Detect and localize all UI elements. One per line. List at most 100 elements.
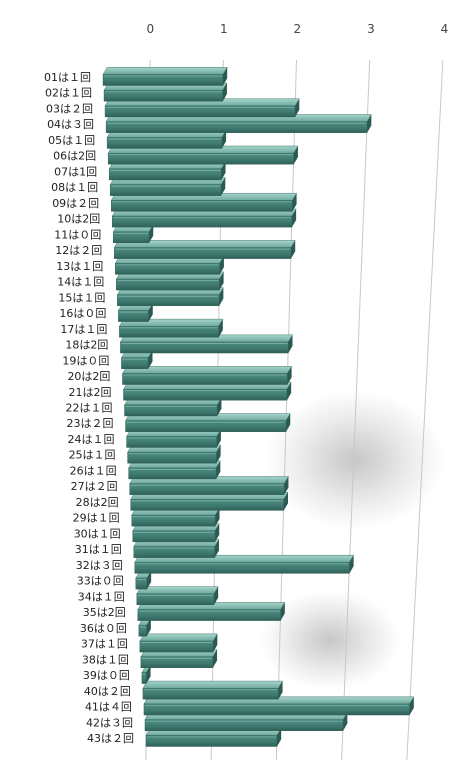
bar — [123, 381, 292, 401]
bar — [111, 208, 297, 228]
bar-end-face — [283, 492, 288, 511]
bar — [129, 476, 289, 495]
category-label: 08は１回 — [51, 181, 98, 194]
bar-end-face — [148, 350, 153, 369]
x-tick-label: 3 — [367, 22, 375, 36]
bar-end-face — [349, 555, 354, 574]
category-label: 36は０回 — [80, 622, 127, 635]
bar-end-face — [213, 633, 218, 653]
bar — [128, 460, 221, 480]
shadow-blob — [265, 390, 445, 530]
category-label: 32は３回 — [76, 559, 123, 572]
bar — [106, 130, 227, 149]
category-label: 22は１回 — [66, 402, 113, 415]
category-label: 38は１回 — [82, 653, 129, 666]
bar — [125, 413, 291, 432]
category-label: 30は１回 — [74, 527, 121, 540]
bar — [126, 429, 222, 448]
bar — [105, 114, 372, 133]
bar-top-face — [102, 67, 228, 75]
category-labels: 43は２回 42は３回 41は４回 40は２回 39は０回 38は１回 37は１回 36は０回… — [44, 71, 134, 745]
bar-end-face — [219, 256, 224, 275]
category-label: 18は2回 — [65, 339, 108, 352]
category-label: 25は１回 — [69, 449, 116, 462]
bar — [136, 586, 219, 606]
category-label: 02は１回 — [45, 87, 92, 100]
category-label: 35は2回 — [83, 606, 126, 619]
bar — [122, 366, 292, 385]
category-label: 03は２回 — [46, 102, 93, 115]
bar-end-face — [216, 429, 221, 448]
x-axis-ticks: 0 1 2 3 4 — [146, 22, 448, 36]
bar-end-face — [343, 712, 348, 731]
bar-end-face — [222, 83, 227, 102]
category-label: 11は０回 — [54, 228, 101, 241]
category-label: 33は０回 — [77, 575, 124, 588]
bar — [132, 523, 220, 543]
bar — [133, 539, 220, 558]
bar-end-face — [293, 145, 298, 165]
bar — [116, 287, 224, 307]
bar — [104, 98, 300, 118]
category-label: 28は2回 — [76, 496, 119, 509]
shadow-blob — [260, 590, 400, 690]
bar — [119, 318, 224, 338]
bar-end-face — [219, 287, 224, 306]
bar-end-face — [218, 319, 223, 338]
category-label: 42は３回 — [86, 716, 133, 729]
bar — [131, 507, 220, 527]
bar-end-face — [149, 224, 154, 243]
gridline — [341, 59, 371, 761]
category-label: 39は０回 — [83, 669, 130, 682]
bar-end-face — [295, 98, 300, 117]
category-label: 26は１回 — [70, 464, 117, 477]
bars — [102, 67, 415, 747]
bar-end-face — [286, 382, 292, 401]
bar-end-face — [215, 507, 220, 527]
category-label: 37は１回 — [81, 638, 128, 651]
category-label: 04は３回 — [47, 118, 94, 131]
category-label: 27は２回 — [71, 480, 118, 493]
bar-front-face — [105, 121, 368, 133]
bar-end-face — [215, 523, 220, 542]
bar-end-face — [216, 460, 221, 479]
category-label: 34は１回 — [78, 590, 125, 603]
bar-end-face — [146, 570, 152, 590]
bar-front-face — [127, 452, 217, 464]
gridline — [275, 59, 297, 761]
bar — [102, 67, 228, 86]
x-tick-label: 2 — [294, 22, 302, 36]
category-label: 23は２回 — [67, 417, 114, 430]
bar — [114, 255, 225, 275]
bar — [134, 554, 354, 574]
bar — [107, 145, 299, 165]
bar — [141, 665, 151, 684]
bar — [138, 617, 152, 637]
bar — [120, 334, 293, 354]
bar — [144, 712, 348, 731]
bar — [113, 240, 296, 259]
bar-top-face — [142, 680, 283, 689]
category-label: 43は２回 — [87, 732, 134, 745]
bar-front-face — [143, 703, 410, 716]
category-label: 01は１回 — [44, 71, 91, 84]
bar-end-face — [292, 193, 297, 212]
category-label: 19は０回 — [62, 354, 109, 367]
x-tick-label: 1 — [220, 22, 228, 36]
bar-top-face — [139, 633, 218, 642]
bar — [142, 680, 283, 700]
bar-end-face — [146, 618, 151, 637]
bar-end-face — [288, 334, 293, 354]
bar — [115, 271, 224, 291]
bar-end-face — [221, 177, 226, 196]
bar — [140, 649, 218, 669]
bar-end-face — [277, 728, 282, 747]
bar-end-face — [287, 366, 292, 385]
category-label: 10は2回 — [57, 213, 100, 226]
bar-end-face — [291, 208, 297, 228]
category-label: 13は１回 — [56, 260, 103, 273]
bar-end-face — [223, 67, 228, 86]
bar — [108, 161, 226, 181]
bar-end-face — [146, 665, 151, 684]
